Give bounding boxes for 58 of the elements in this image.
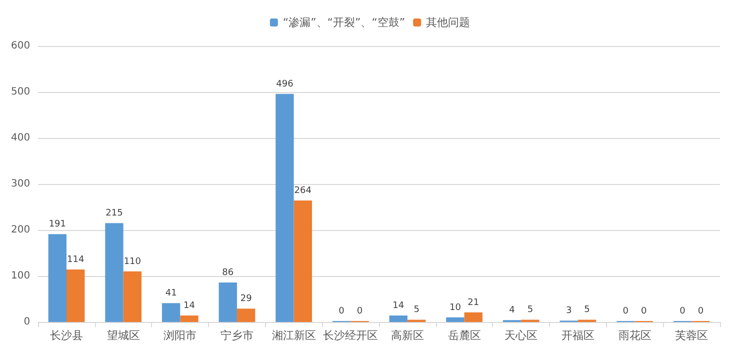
data-label: 496: [276, 79, 294, 90]
y-tick-label: 300: [10, 178, 30, 190]
x-tick-label: 开福区: [561, 329, 594, 342]
data-label: 3: [566, 306, 572, 316]
x-tick-label: 天心区: [504, 329, 538, 342]
data-label: 191: [48, 220, 66, 230]
data-label: 5: [527, 305, 534, 316]
data-label: 110: [124, 256, 142, 267]
data-label: 0: [622, 306, 629, 316]
bar: [446, 317, 464, 322]
data-label: 0: [338, 306, 345, 316]
legend-label: 其他问题: [426, 16, 470, 29]
data-label: 0: [698, 306, 704, 316]
bar: [105, 223, 124, 322]
x-tick-label: 湘江新区: [272, 329, 316, 342]
bar: [389, 316, 408, 322]
x-tick-label: 岳麓区: [448, 329, 481, 342]
data-label: 14: [392, 301, 404, 312]
data-label: 5: [414, 305, 420, 316]
x-tick-label: 芙蓉区: [675, 329, 708, 342]
bar: [123, 271, 142, 322]
data-label: 4: [509, 306, 516, 316]
y-tick-label: 200: [10, 224, 30, 236]
data-label: 0: [356, 306, 363, 316]
data-label: 14: [184, 301, 196, 312]
bar: [66, 270, 85, 322]
bar: [464, 312, 482, 322]
x-tick-label: 高新区: [390, 329, 424, 342]
x-tick-label: 雨花区: [618, 329, 652, 342]
x-tick-label: 望城区: [106, 329, 140, 342]
data-label: 86: [222, 268, 234, 278]
x-tick-label: 长沙县: [50, 329, 83, 342]
bar: [294, 200, 312, 322]
bar: [48, 234, 66, 322]
y-tick-label: 600: [10, 40, 30, 52]
data-label: 21: [468, 298, 480, 308]
bar: [276, 94, 294, 322]
bar: [162, 303, 180, 322]
bar: [218, 282, 237, 322]
data-label: 5: [584, 305, 590, 316]
data-label: 114: [67, 255, 84, 266]
data-label: 215: [106, 208, 123, 219]
x-tick-label: 浏阳市: [164, 329, 197, 342]
bar: [236, 308, 256, 322]
bar: [180, 316, 198, 322]
data-label: 264: [294, 186, 312, 196]
y-tick-label: 500: [10, 86, 30, 98]
data-label: 0: [680, 306, 686, 316]
data-label: 0: [640, 306, 647, 316]
x-tick-label: 宁乡市: [220, 329, 254, 342]
data-label: 10: [449, 302, 462, 313]
x-tick-label: 长沙经开区: [323, 329, 378, 342]
legend-label: “渗漏”、“开裂”、“空鼓”: [282, 16, 406, 29]
data-label: 41: [165, 288, 177, 299]
y-tick-label: 0: [24, 316, 30, 328]
y-tick-label: 100: [10, 270, 30, 282]
data-label: 29: [240, 294, 252, 304]
y-tick-label: 400: [10, 132, 30, 144]
